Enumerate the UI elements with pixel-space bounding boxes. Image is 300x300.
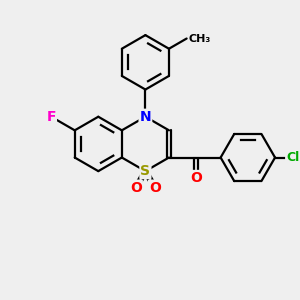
Text: CH₃: CH₃ (189, 34, 211, 44)
Text: O: O (190, 171, 202, 185)
Text: F: F (46, 110, 56, 124)
Text: O: O (130, 181, 142, 195)
Text: N: N (140, 110, 151, 124)
Text: O: O (149, 181, 161, 195)
Text: Cl: Cl (286, 151, 299, 164)
Text: S: S (140, 164, 150, 178)
